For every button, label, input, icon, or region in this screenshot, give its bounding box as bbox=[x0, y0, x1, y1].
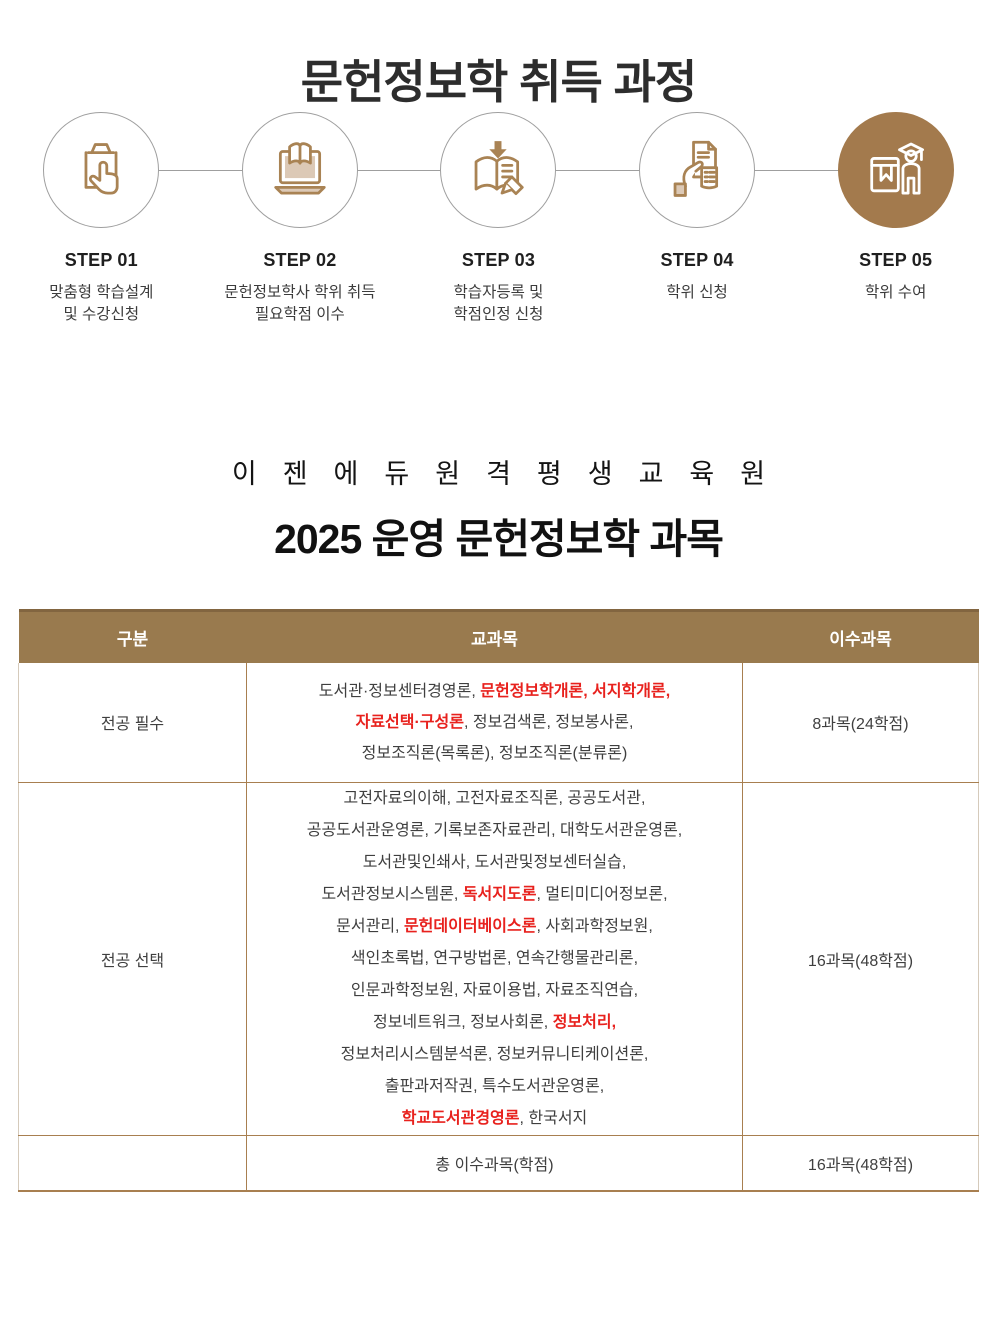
step-circle-05 bbox=[837, 112, 954, 228]
step-label: STEP 03 bbox=[461, 250, 536, 270]
org-name: 이젠에듀원격평생교육원 bbox=[231, 459, 792, 489]
step-circle-03 bbox=[440, 112, 557, 228]
hand-document-icon bbox=[673, 140, 719, 197]
step-circle-04 bbox=[639, 112, 756, 228]
step-item-01: STEP 01 맞춤형 학습설계 및 수강신청 bbox=[2, 0, 201, 326]
courses-cell: 도서관·정보센터경영론, 문헌정보학개론, 서지학개론, 자료선택·구성론, 정보… bbox=[246, 662, 743, 783]
step-item-05: STEP 05 학위 수여 bbox=[796, 0, 995, 326]
empty-cell bbox=[18, 1135, 247, 1192]
laptop-book-icon bbox=[274, 142, 326, 195]
steps-section: STEP 01 맞춤형 학습설계 및 수강신청 STEP 02 문헌정보학사 학… bbox=[0, 0, 997, 352]
step-desc: 맞춤형 학습설계 및 수강신청 bbox=[49, 284, 154, 323]
total-label-cell: 총 이수과목(학점) bbox=[246, 1135, 743, 1192]
step-desc: 학위 신청 bbox=[666, 284, 728, 301]
table-header-row: 구분 교과목 이수과목 bbox=[18, 609, 979, 663]
step-desc: 문헌정보학사 학위 취득 필요학점 이수 bbox=[224, 284, 376, 323]
step-label: STEP 04 bbox=[660, 250, 734, 270]
step-desc: 학위 수여 bbox=[864, 284, 927, 301]
step-desc: 학습자등록 및 학점인정 신청 bbox=[453, 284, 544, 323]
step-label: STEP 02 bbox=[263, 250, 337, 270]
step-item-02: STEP 02 문헌정보학사 학위 취득 필요학점 이수 bbox=[201, 0, 400, 326]
credits-cell: 16과목(48학점) bbox=[742, 782, 979, 1136]
credits-cell: 8과목(24학점) bbox=[742, 662, 979, 783]
step-item-04: STEP 04 학위 신청 bbox=[598, 0, 797, 326]
step-circle-02 bbox=[241, 112, 358, 228]
total-credits-cell: 16과목(48학점) bbox=[742, 1135, 979, 1192]
table-row-required: 전공 필수 도서관·정보센터경영론, 문헌정보학개론, 서지학개론, 자료선택·구… bbox=[18, 662, 979, 783]
step-label: STEP 05 bbox=[859, 250, 933, 270]
category-cell: 전공 선택 bbox=[18, 782, 247, 1136]
section-title: 2025 운영 문헌정보학 과목 bbox=[274, 516, 724, 562]
category-cell: 전공 필수 bbox=[18, 662, 247, 783]
step-item-03: STEP 03 학습자등록 및 학점인정 신청 bbox=[399, 0, 598, 326]
step-label: STEP 01 bbox=[64, 250, 138, 270]
table-row-total: 총 이수과목(학점) 16과목(48학점) bbox=[18, 1135, 979, 1192]
step-circle-01 bbox=[43, 112, 160, 228]
courses-cell: 고전자료의이해, 고전자료조직론, 공공도서관, 공공도서관운영론, 기록보존자료… bbox=[246, 782, 743, 1136]
header-credits: 이수과목 bbox=[742, 609, 979, 663]
courses-table: 구분 교과목 이수과목 전공 필수 도서관·정보센터경영론, 문헌정보학개론, … bbox=[18, 609, 979, 1192]
header-category: 구분 bbox=[18, 609, 247, 663]
courses-table-section: 구분 교과목 이수과목 전공 필수 도서관·정보센터경영론, 문헌정보학개론, … bbox=[18, 609, 979, 1192]
book-arrow-pencil-icon bbox=[475, 141, 525, 196]
graduate-book-icon bbox=[870, 142, 924, 195]
clipboard-click-icon bbox=[84, 143, 119, 195]
page-title: 문헌정보학 취득 과정 bbox=[300, 56, 697, 108]
table-row-elective: 전공 선택 고전자료의이해, 고전자료조직론, 공공도서관, 공공도서관운영론, … bbox=[18, 782, 979, 1136]
header-courses: 교과목 bbox=[246, 609, 743, 663]
